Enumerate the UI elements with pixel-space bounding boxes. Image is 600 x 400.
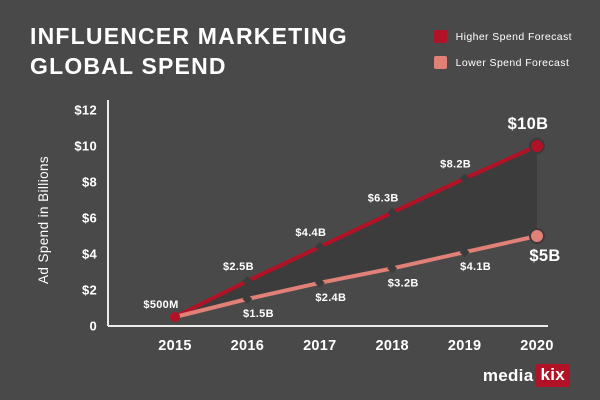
y-axis-title: Ad Spend in Billions bbox=[36, 155, 51, 285]
legend-item-higher: Higher Spend Forecast bbox=[433, 30, 572, 43]
mediakix-logo: media kix bbox=[483, 364, 570, 387]
start-point-marker bbox=[170, 312, 180, 322]
value-label-lower: $1.5B bbox=[243, 308, 274, 320]
y-tick-label: $10 bbox=[74, 139, 97, 154]
chart-legend: Higher Spend Forecast Lower Spend Foreca… bbox=[433, 30, 572, 69]
lower-forecast-swatch-icon bbox=[433, 56, 447, 69]
higher-end-point-marker bbox=[529, 138, 545, 154]
x-tick-label: 2017 bbox=[303, 338, 336, 354]
y-tick-label: $12 bbox=[74, 103, 97, 118]
higher-forecast-swatch-icon bbox=[433, 30, 447, 43]
x-tick-label: 2016 bbox=[231, 338, 264, 354]
x-tick-label: 2018 bbox=[375, 338, 408, 354]
higher-forecast-line bbox=[173, 144, 539, 319]
x-tick-label: 2020 bbox=[520, 338, 553, 354]
value-label-lower: $3.2B bbox=[388, 277, 419, 289]
value-label-higher: $2.5B bbox=[223, 261, 254, 273]
data-point-marker bbox=[387, 263, 398, 274]
y-tick-label: $2 bbox=[82, 283, 97, 298]
logo-media-text: media bbox=[482, 365, 534, 385]
legend-item-lower: Lower Spend Forecast bbox=[433, 56, 572, 69]
y-tick-label: $8 bbox=[82, 175, 97, 190]
x-tick-label: 2019 bbox=[448, 338, 481, 354]
data-point-marker bbox=[314, 277, 325, 288]
lower-forecast-line bbox=[173, 234, 539, 319]
lower-end-point-marker bbox=[529, 228, 545, 244]
data-point-marker bbox=[459, 247, 470, 258]
data-point-marker bbox=[387, 207, 398, 218]
y-tick-label: $4 bbox=[82, 247, 98, 262]
value-label-higher: $8.2B bbox=[440, 158, 471, 170]
legend-label-higher: Higher Spend Forecast bbox=[455, 30, 572, 43]
page-title: INFLUENCER MARKETING GLOBAL SPEND bbox=[30, 22, 348, 82]
data-point-marker bbox=[242, 294, 253, 304]
x-tick-label: 2015 bbox=[158, 338, 191, 354]
data-point-marker bbox=[459, 173, 470, 184]
legend-label-lower: Lower Spend Forecast bbox=[455, 56, 570, 69]
value-label-higher: $6.3B bbox=[368, 193, 399, 205]
value-label-lower: $2.4B bbox=[315, 292, 346, 304]
title-line-2: GLOBAL SPEND bbox=[30, 52, 227, 79]
value-label-lower: $4.1B bbox=[460, 261, 491, 273]
value-label-higher: $4.4B bbox=[295, 227, 326, 239]
y-tick-label: 0 bbox=[89, 319, 97, 334]
data-point-marker bbox=[314, 241, 325, 252]
data-point-marker bbox=[242, 276, 253, 286]
value-label-500m: $500M bbox=[143, 299, 178, 311]
value-label-5b: $5B bbox=[529, 247, 560, 265]
logo-kix-badge: kix bbox=[535, 364, 570, 387]
value-label-10b: $10B bbox=[508, 115, 549, 133]
title-line-1: INFLUENCER MARKETING bbox=[30, 23, 348, 49]
y-tick-label: $6 bbox=[82, 211, 97, 226]
